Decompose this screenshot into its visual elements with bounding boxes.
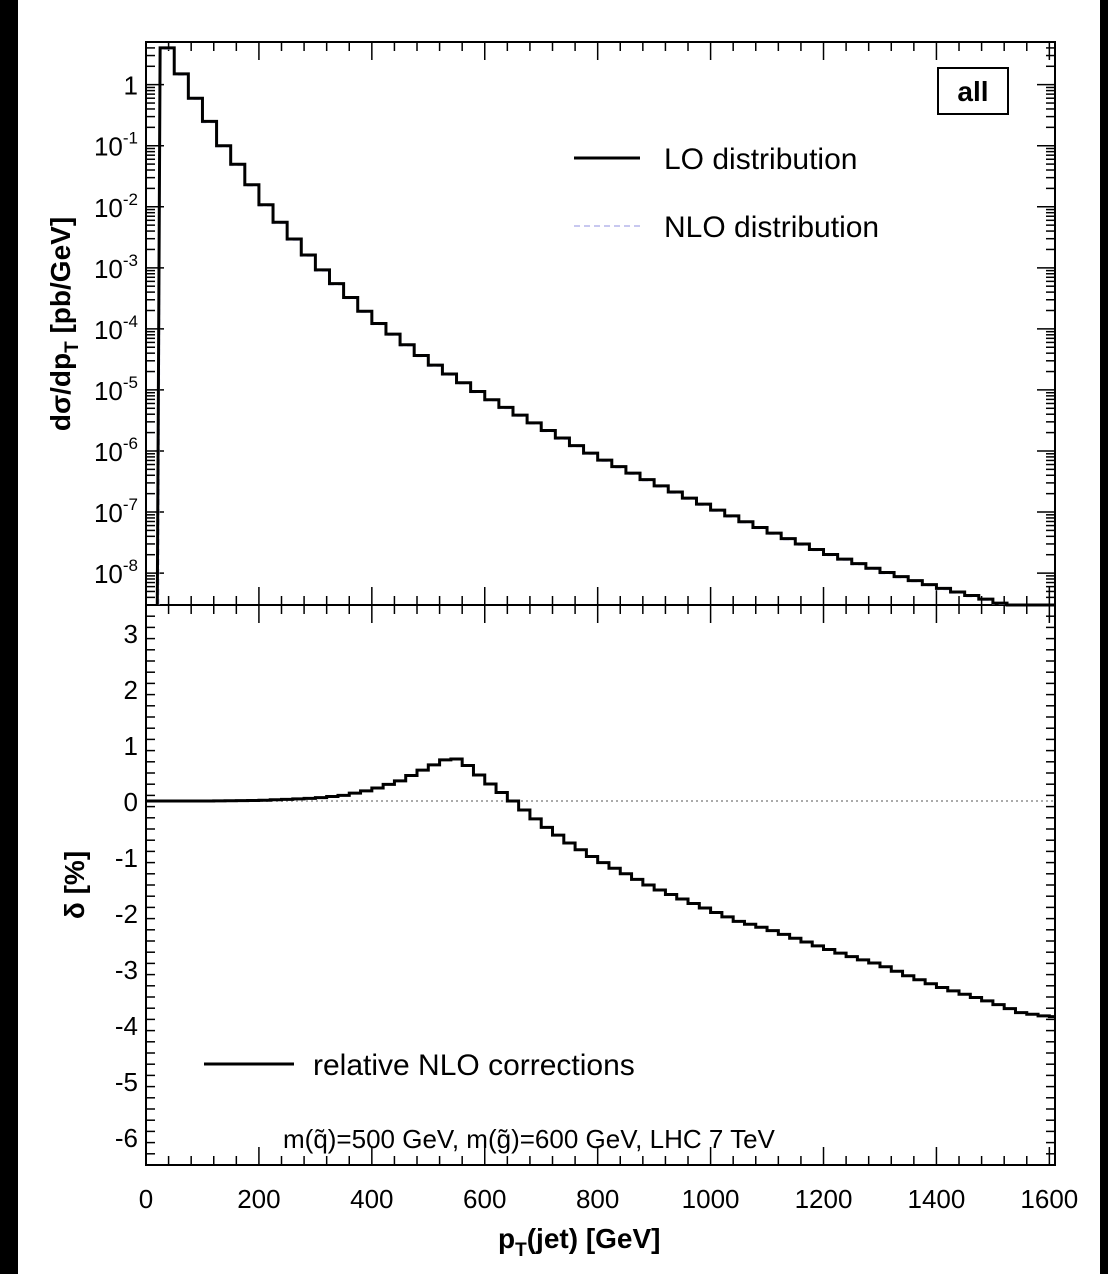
- legend-nlo-label: NLO distribution: [664, 211, 879, 244]
- x-tick-label: 0: [139, 1184, 153, 1214]
- x-axis-title: pT(jet) [GeV]: [498, 1223, 661, 1261]
- x-tick-label: 1000: [682, 1184, 740, 1214]
- x-tick-label: 1400: [908, 1184, 966, 1214]
- top-y-tick-label: 10-3: [94, 251, 138, 284]
- bottom-y-tick-label: 3: [124, 619, 138, 649]
- bottom-y-tick-label: -1: [115, 843, 138, 873]
- top-y-tick-label: 10-5: [94, 373, 138, 406]
- top-y-tick-labels: 1 10-1 10-2 10-3 10-4 10-5 10-6 10-7 10-8: [94, 71, 138, 589]
- bottom-y-tick-label: 2: [124, 675, 138, 705]
- top-y-axis-title: dσ/dpT [pb/GeV]: [45, 217, 83, 431]
- top-y-tick-label: 10-8: [94, 556, 138, 589]
- top-y-tick-label: 10-2: [94, 190, 138, 223]
- legend-delta-label: relative NLO corrections: [313, 1049, 635, 1082]
- mass-annotation: m(q̃)=500 GeV, m(g̃)=600 GeV, LHC 7 TeV: [283, 1124, 776, 1154]
- x-tick-label: 400: [350, 1184, 393, 1214]
- top-y-tick-label: 10-1: [94, 129, 138, 162]
- tag-label: all: [957, 76, 988, 107]
- bottom-y-tick-label: 1: [124, 731, 138, 761]
- bottom-y-axis-title: δ [%]: [59, 851, 90, 919]
- axis-ticks: [145, 41, 1055, 1166]
- x-tick-label: 600: [463, 1184, 506, 1214]
- x-tick-label: 1200: [795, 1184, 853, 1214]
- bottom-y-tick-label: -2: [115, 899, 138, 929]
- bottom-y-tick-label: -4: [115, 1011, 138, 1041]
- top-y-tick-label: 10-7: [94, 495, 138, 528]
- chart-figure: 110-110-210-310-410-510-610-710-8 3210-1…: [45, 41, 1079, 1261]
- tag-box: [937, 67, 1009, 115]
- top-y-tick-label: 10-4: [94, 312, 138, 345]
- figure-canvas: 1 10-1 10-2 10-3 10-4 10-5 10-6 10-7 10-8 3 2 1 0 -1…: [18, 0, 1100, 1274]
- relative-nlo-corrections-line: [146, 757, 1055, 1019]
- x-tick-label: 200: [237, 1184, 280, 1214]
- bottom-y-tick-label: -3: [115, 955, 138, 985]
- bottom-y-tick-label: -5: [115, 1067, 138, 1097]
- bottom-y-tick-label: 0: [124, 787, 138, 817]
- x-tick-labels: 0 200 400 600 800 1000 1200 1400 1600: [139, 1184, 1079, 1214]
- bottom-y-tick-labels: 3 2 1 0 -1 -2 -3 -4 -5 -6: [115, 619, 138, 1153]
- x-tick-label: 1600: [1020, 1184, 1078, 1214]
- x-tick-label: 800: [576, 1184, 619, 1214]
- top-y-tick-label: 1: [124, 71, 138, 101]
- legend-lo-label: LO distribution: [664, 143, 857, 176]
- bottom-y-tick-label: -6: [115, 1123, 138, 1153]
- top-y-tick-label: 10-6: [94, 434, 138, 467]
- lo-distribution-line: [155, 46, 1055, 607]
